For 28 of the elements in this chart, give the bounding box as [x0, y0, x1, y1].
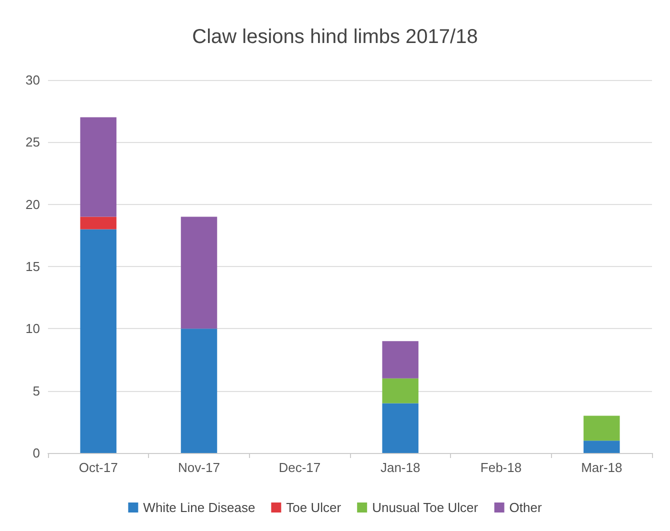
legend-label: Toe Ulcer	[286, 500, 342, 515]
bar	[80, 216, 116, 230]
y-tick-label: 30	[26, 72, 40, 88]
bar	[382, 341, 418, 378]
bar	[180, 216, 218, 329]
bar	[80, 229, 116, 453]
y-tick-label: 0	[32, 446, 40, 460]
x-tick-label: Feb-18	[480, 460, 522, 475]
chart-title: Claw lesions hind limbs 2017/18	[192, 26, 478, 48]
legend-label: Unusual Toe Ulcer	[372, 500, 479, 515]
bar	[382, 403, 418, 453]
x-tick-label: Dec-17	[278, 460, 321, 475]
x-tick-label: Nov-17	[178, 460, 220, 475]
bar	[180, 328, 218, 453]
y-tick-label: 20	[26, 196, 40, 212]
legend-label: White Line Disease	[143, 500, 256, 515]
bar	[382, 378, 418, 404]
bar	[80, 117, 116, 217]
x-tick-label: Mar-18	[581, 460, 622, 475]
y-tick-label: 5	[32, 383, 40, 398]
y-tick-label: 10	[26, 321, 40, 336]
bar	[584, 416, 620, 441]
legend-label: Other	[509, 500, 542, 515]
x-tick-label: Oct-17	[78, 460, 118, 475]
bar	[584, 440, 620, 453]
x-tick-label: Jan-18	[380, 460, 420, 475]
y-tick-label: 15	[26, 259, 40, 274]
y-tick-label: 25	[26, 134, 40, 150]
